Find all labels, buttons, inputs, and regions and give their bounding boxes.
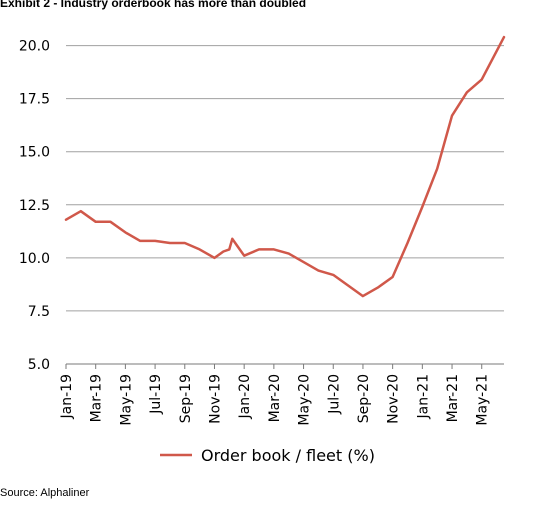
x-tick-label: Jul-19 [148,374,164,415]
x-tick-label: Mar-19 [89,374,105,422]
legend-label-order-book: Order book / fleet (%) [201,446,375,465]
x-tick-label: Jan-21 [415,374,431,419]
x-tick-label: Mar-20 [267,374,283,422]
series-group [64,35,506,298]
x-tick-label: Jan-19 [59,374,75,419]
y-tick-label: 5.0 [28,357,50,373]
chart-title: Exhibit 2 - Industry orderbook has more … [0,0,307,10]
y-tick-label: 17.5 [19,92,50,108]
x-axis-ticks: Jan-19 Mar-19 May-19 Jul-19 Sep-19 Nov-19 Jan-… [59,364,491,426]
y-tick-label: 7.5 [28,304,50,320]
x-tick-label: Mar-21 [445,374,461,422]
x-tick-label: Jul-20 [326,374,342,415]
x-tick-label: Sep-19 [178,374,194,423]
y-tick-label: 15.0 [19,145,50,161]
series-line-order-book [64,35,506,298]
x-tick-label: Nov-20 [386,374,402,424]
y-tick-label: 20.0 [19,39,50,55]
grid-lines [66,45,504,365]
x-tick-label: May-21 [475,374,491,426]
y-tick-label: 10.0 [19,251,50,267]
source-note: Source: Alphaliner [0,487,90,499]
y-axis-ticks: 5.0 7.5 10.0 12.5 15.0 17.5 20.0 [19,39,50,373]
x-tick-label: May-20 [297,374,313,426]
x-tick-label: Jan-20 [237,374,253,419]
x-tick-label: Nov-19 [207,374,223,424]
y-tick-label: 12.5 [19,198,50,214]
x-tick-label: May-19 [118,374,134,426]
x-tick-label: Sep-20 [356,374,372,423]
legend: Order book / fleet (%) [160,446,375,465]
